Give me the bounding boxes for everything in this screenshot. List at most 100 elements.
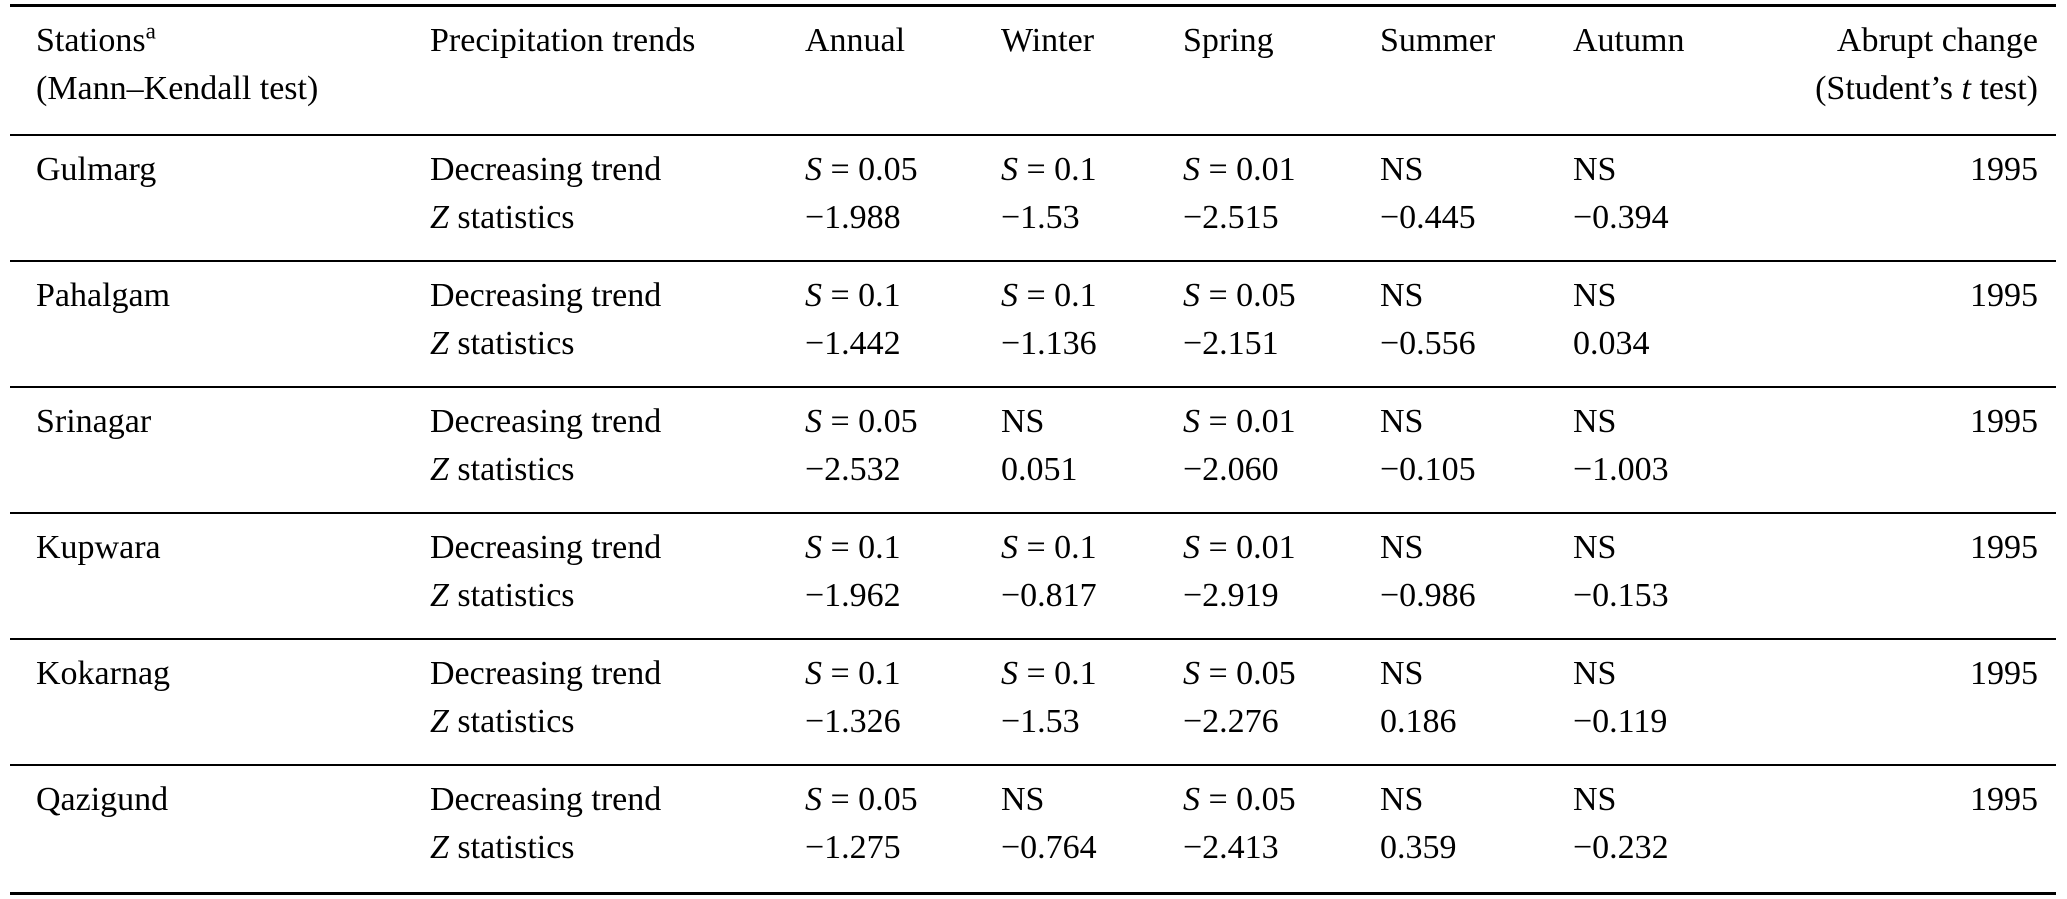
- winter-cell: NS 0.051: [1001, 398, 1183, 512]
- summer-cell: NS 0.186: [1380, 650, 1573, 764]
- autumn-significance: NS: [1573, 655, 1617, 692]
- spring-cell: S = 0.01 −2.060: [1183, 398, 1380, 512]
- header-abrupt-line1: Abrupt change: [1836, 22, 2038, 59]
- summer-cell: NS −0.105: [1380, 398, 1573, 512]
- winter-z-value: 0.051: [1001, 451, 1078, 488]
- spring-significance: S = 0.01: [1183, 403, 1296, 440]
- trend-labels-cell: Decreasing trend Z statistics: [430, 650, 805, 764]
- station-name: Gulmarg: [36, 151, 157, 188]
- winter-z-value: −0.817: [1001, 577, 1097, 614]
- abrupt-year: 1995: [1970, 781, 2038, 818]
- annual-cell: S = 0.05 −1.275: [805, 776, 1001, 892]
- spring-significance: S = 0.05: [1183, 781, 1296, 818]
- autumn-z-value: −1.003: [1573, 451, 1669, 488]
- summer-significance: NS: [1380, 277, 1424, 314]
- autumn-significance: NS: [1573, 403, 1617, 440]
- header-autumn-label: Autumn: [1573, 22, 1685, 59]
- station-name: Kokarnag: [36, 655, 171, 692]
- abrupt-change-cell: 1995: [1790, 524, 2038, 638]
- station-name: Qazigund: [36, 781, 169, 818]
- trend-labels-cell: Decreasing trend Z statistics: [430, 524, 805, 638]
- abrupt-z-value: [1790, 194, 2038, 242]
- spring-cell: S = 0.05 −2.151: [1183, 272, 1380, 386]
- header-annual: Annual: [805, 17, 1001, 134]
- summer-significance: NS: [1380, 529, 1424, 566]
- station-name: Pahalgam: [36, 277, 171, 314]
- autumn-cell: NS −0.119: [1573, 650, 1790, 764]
- trend-significance: Decreasing trend: [430, 403, 662, 440]
- winter-cell: S = 0.1 −1.136: [1001, 272, 1183, 386]
- header-stations-label: Stations: [36, 22, 146, 59]
- trend-labels-cell: Decreasing trend Z statistics: [430, 398, 805, 512]
- abrupt-year: 1995: [1970, 151, 2038, 188]
- abrupt-z-value: [1790, 572, 2038, 620]
- winter-cell: NS −0.764: [1001, 776, 1183, 892]
- summer-significance: NS: [1380, 781, 1424, 818]
- summer-significance: NS: [1380, 655, 1424, 692]
- trend-z-value: Z statistics: [430, 325, 575, 362]
- summer-z-value: 0.186: [1380, 703, 1457, 740]
- annual-z-value: −1.326: [805, 703, 901, 740]
- spring-significance: S = 0.05: [1183, 277, 1296, 314]
- abrupt-year: 1995: [1970, 403, 2038, 440]
- abrupt-change-cell: 1995: [1790, 272, 2038, 386]
- students-t-test-prefix: (Student’s: [1815, 70, 1962, 107]
- winter-z-value: −1.136: [1001, 325, 1097, 362]
- trend-labels-cell: Decreasing trend Z statistics: [430, 776, 805, 892]
- summer-cell: NS −0.986: [1380, 524, 1573, 638]
- autumn-cell: NS −0.394: [1573, 146, 1790, 260]
- autumn-significance: NS: [1573, 151, 1617, 188]
- students-t-test-suffix: test): [1970, 70, 2038, 107]
- trend-labels-cell: Decreasing trend Z statistics: [430, 272, 805, 386]
- trend-z-value: Z statistics: [430, 199, 575, 236]
- header-winter: Winter: [1001, 17, 1183, 134]
- autumn-z-value: −0.394: [1573, 199, 1669, 236]
- mann-kendall-table: Stationsa (Mann–Kendall test) Precipitat…: [10, 4, 2056, 895]
- abrupt-year: 1995: [1970, 529, 2038, 566]
- annual-significance: S = 0.05: [805, 151, 918, 188]
- trend-labels-cell: Decreasing trend Z statistics: [430, 146, 805, 260]
- header-summer-label: Summer: [1380, 22, 1496, 59]
- trend-z-value: Z statistics: [430, 577, 575, 614]
- winter-cell: S = 0.1 −1.53: [1001, 146, 1183, 260]
- spring-z-value: −2.413: [1183, 829, 1279, 866]
- header-spring: Spring: [1183, 17, 1380, 134]
- annual-z-value: −2.532: [805, 451, 901, 488]
- header-autumn: Autumn: [1573, 17, 1790, 134]
- spring-cell: S = 0.05 −2.276: [1183, 650, 1380, 764]
- spring-cell: S = 0.01 −2.919: [1183, 524, 1380, 638]
- annual-significance: S = 0.1: [805, 529, 901, 566]
- annual-z-value: −1.988: [805, 199, 901, 236]
- autumn-cell: NS 0.034: [1573, 272, 1790, 386]
- summer-z-value: −0.986: [1380, 577, 1476, 614]
- stations-footnote-marker: a: [145, 18, 156, 45]
- annual-cell: S = 0.05 −2.532: [805, 398, 1001, 512]
- spring-significance: S = 0.05: [1183, 655, 1296, 692]
- annual-cell: S = 0.05 −1.988: [805, 146, 1001, 260]
- table-row: Gulmarg Decreasing trend Z statistics S = 0…: [10, 136, 2056, 262]
- abrupt-z-value: [1790, 446, 2038, 494]
- trend-significance: Decreasing trend: [430, 277, 662, 314]
- table-row: Kokarnag Decreasing trend Z statistics S = …: [10, 640, 2056, 766]
- summer-cell: NS 0.359: [1380, 776, 1573, 892]
- spring-z-value: −2.151: [1183, 325, 1279, 362]
- annual-z-value: −1.442: [805, 325, 901, 362]
- header-abrupt-line2: (Student’s t test): [1790, 65, 2038, 113]
- abrupt-change-cell: 1995: [1790, 146, 2038, 260]
- spring-z-value: −2.276: [1183, 703, 1279, 740]
- trend-significance: Decreasing trend: [430, 529, 662, 566]
- spring-z-value: −2.515: [1183, 199, 1279, 236]
- header-annual-label: Annual: [805, 22, 906, 59]
- annual-z-value: −1.962: [805, 577, 901, 614]
- winter-significance: NS: [1001, 403, 1045, 440]
- winter-significance: S = 0.1: [1001, 151, 1097, 188]
- trend-z-value: Z statistics: [430, 829, 575, 866]
- trend-significance: Decreasing trend: [430, 655, 662, 692]
- header-summer: Summer: [1380, 17, 1573, 134]
- autumn-cell: NS −0.153: [1573, 524, 1790, 638]
- abrupt-z-value: [1790, 698, 2038, 746]
- autumn-z-value: −0.119: [1573, 703, 1668, 740]
- summer-z-value: −0.556: [1380, 325, 1476, 362]
- winter-z-value: −0.764: [1001, 829, 1097, 866]
- winter-z-value: −1.53: [1001, 199, 1080, 236]
